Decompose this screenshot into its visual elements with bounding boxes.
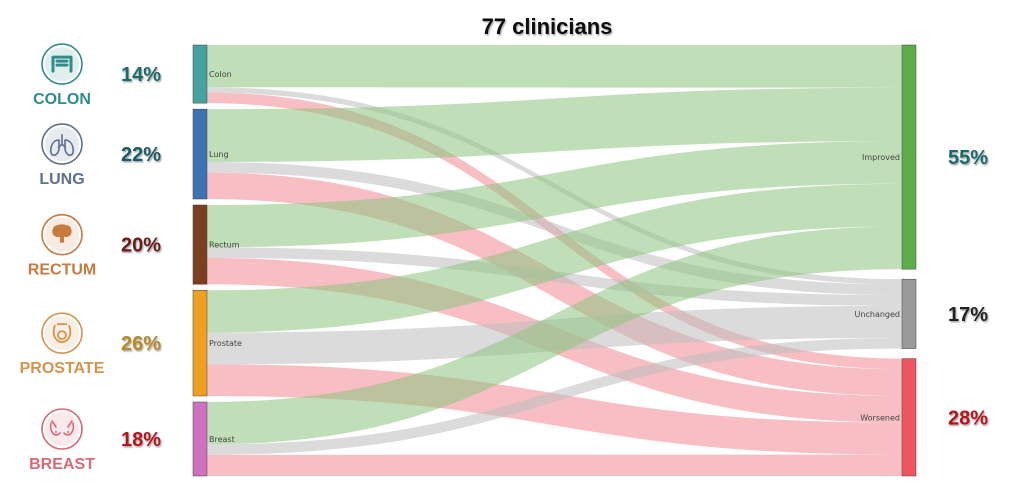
pct-prostate: 26% bbox=[121, 333, 161, 355]
node-label-breast: Breast bbox=[209, 435, 235, 444]
chart-title: 77 clinicians bbox=[482, 14, 613, 39]
category-label-prostate: PROSTATE bbox=[20, 360, 105, 377]
category-panel: COLON 14% LUNG 22% RECTUM 20% PROSTATE 26% BREAS… bbox=[20, 43, 161, 473]
flow-breast-to-unchanged bbox=[207, 337, 902, 455]
flow-lung-to-worsened bbox=[207, 172, 902, 396]
lungs-icon bbox=[41, 123, 83, 165]
node-rectum bbox=[192, 204, 208, 285]
node-label-improved: Improved bbox=[862, 153, 900, 162]
nodes: Colon Lung Rectum Prostate Breast Improved 55%… bbox=[192, 44, 988, 477]
node-label-unchanged: Unchanged bbox=[855, 310, 900, 319]
pct-improved: 55% bbox=[948, 147, 988, 169]
node-unchanged bbox=[901, 278, 917, 349]
node-breast bbox=[192, 401, 208, 477]
pct-lung: 22% bbox=[121, 144, 161, 166]
flow-breast-to-worsened bbox=[207, 454, 902, 476]
node-label-worsened: Worsened bbox=[860, 413, 900, 422]
rectum-icon bbox=[41, 213, 83, 256]
flow-lung-to-improved bbox=[207, 87, 902, 162]
pct-breast: 18% bbox=[121, 429, 161, 451]
node-label-lung: Lung bbox=[209, 150, 229, 159]
node-improved bbox=[901, 44, 917, 270]
flow-colon-to-improved bbox=[207, 45, 902, 88]
category-label-lung: LUNG bbox=[39, 171, 84, 188]
node-prostate bbox=[192, 290, 208, 397]
node-label-rectum: Rectum bbox=[209, 241, 240, 250]
node-worsened bbox=[901, 358, 917, 477]
category-label-colon: COLON bbox=[33, 91, 91, 108]
pct-rectum: 20% bbox=[121, 235, 161, 257]
pct-colon: 14% bbox=[121, 64, 161, 86]
flow-links bbox=[207, 45, 902, 476]
category-label-rectum: RECTUM bbox=[28, 262, 96, 279]
node-colon bbox=[192, 44, 208, 104]
pct-unchanged: 17% bbox=[948, 304, 988, 326]
flow-lung-to-unchanged bbox=[207, 162, 902, 296]
node-lung bbox=[192, 108, 208, 200]
prostate-icon bbox=[41, 312, 83, 354]
flow-rectum-to-improved bbox=[207, 141, 902, 248]
colon-icon bbox=[41, 43, 83, 85]
flow-breast-to-improved bbox=[207, 226, 902, 445]
breast-icon bbox=[41, 408, 83, 450]
node-label-colon: Colon bbox=[209, 70, 232, 79]
node-label-prostate: Prostate bbox=[209, 339, 242, 348]
pct-worsened: 28% bbox=[948, 407, 988, 429]
flow-prostate-to-improved bbox=[207, 183, 902, 333]
category-label-breast: BREAST bbox=[29, 456, 95, 473]
